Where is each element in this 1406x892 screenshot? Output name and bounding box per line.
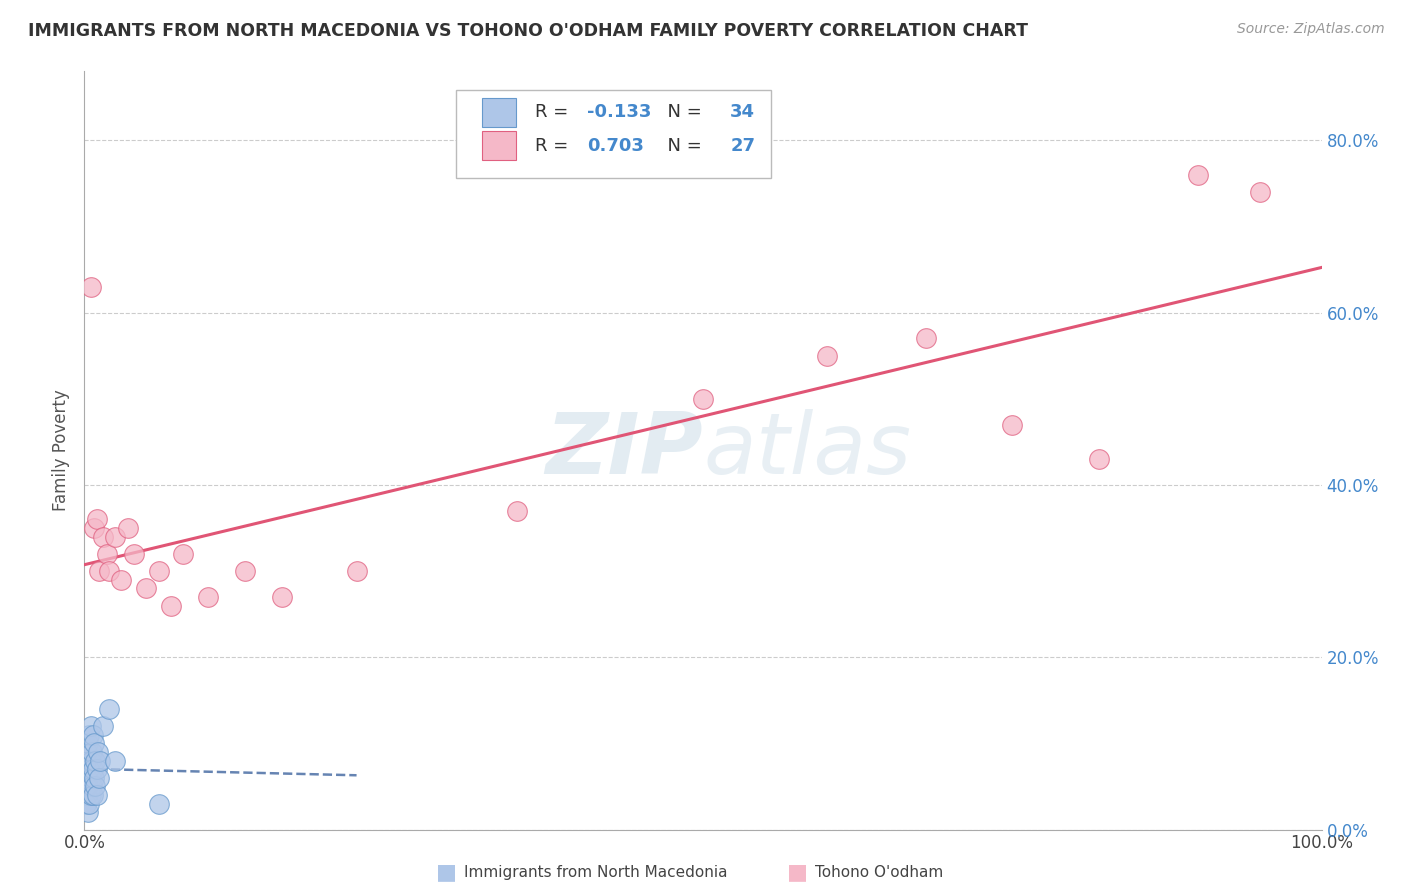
Point: [148, 564, 170, 578]
Point: [91, 530, 114, 544]
Point: [77, 736, 100, 750]
Y-axis label: Family Poverty: Family Poverty: [52, 390, 70, 511]
Point: [148, 797, 170, 811]
Point: [79, 719, 101, 733]
Point: [89, 564, 111, 578]
FancyBboxPatch shape: [481, 98, 516, 127]
Point: [86, 788, 108, 802]
Text: Source: ZipAtlas.com: Source: ZipAtlas.com: [1237, 22, 1385, 37]
Point: [82, 788, 104, 802]
Point: [79, 788, 101, 802]
FancyBboxPatch shape: [456, 90, 770, 178]
Point: [79, 762, 101, 776]
Point: [79, 771, 101, 785]
Point: [84, 780, 107, 794]
Point: [233, 564, 256, 578]
Point: [83, 771, 105, 785]
Point: [86, 512, 108, 526]
Point: [1001, 417, 1024, 432]
Point: [83, 736, 105, 750]
Point: [77, 805, 100, 820]
Point: [1249, 185, 1271, 199]
Text: ZIP: ZIP: [546, 409, 703, 492]
Point: [80, 780, 103, 794]
Point: [98, 702, 121, 716]
Text: N =: N =: [657, 136, 707, 154]
Point: [110, 573, 132, 587]
Point: [79, 797, 101, 811]
Point: [1187, 168, 1209, 182]
Point: [75, 780, 97, 794]
Text: ■: ■: [787, 863, 808, 882]
Text: 27: 27: [730, 136, 755, 154]
Point: [815, 349, 838, 363]
Point: [79, 728, 101, 742]
Point: [76, 745, 98, 759]
Text: -0.133: -0.133: [586, 103, 651, 121]
Point: [86, 762, 108, 776]
Point: [79, 279, 101, 293]
Point: [104, 530, 127, 544]
Point: [346, 564, 368, 578]
Point: [82, 762, 104, 776]
Text: IMMIGRANTS FROM NORTH MACEDONIA VS TOHONO O'ODHAM FAMILY POVERTY CORRELATION CHA: IMMIGRANTS FROM NORTH MACEDONIA VS TOHON…: [28, 22, 1028, 40]
Point: [77, 780, 100, 794]
Text: N =: N =: [657, 103, 707, 121]
Text: Tohono O'odham: Tohono O'odham: [815, 865, 943, 880]
Point: [75, 797, 97, 811]
Point: [76, 788, 98, 802]
Point: [84, 754, 107, 768]
Point: [87, 745, 110, 759]
Point: [122, 547, 145, 561]
Point: [914, 331, 936, 345]
Point: [82, 728, 104, 742]
Text: Immigrants from North Macedonia: Immigrants from North Macedonia: [464, 865, 727, 880]
Text: ■: ■: [436, 863, 457, 882]
Point: [89, 754, 111, 768]
Point: [197, 590, 219, 604]
Point: [76, 771, 98, 785]
Point: [506, 504, 529, 518]
Point: [80, 745, 103, 759]
Point: [91, 719, 114, 733]
Point: [135, 582, 157, 596]
Point: [96, 547, 118, 561]
Point: [1088, 452, 1111, 467]
Text: 0.703: 0.703: [586, 136, 644, 154]
Point: [79, 754, 101, 768]
Text: R =: R =: [534, 136, 574, 154]
Point: [104, 754, 127, 768]
Point: [83, 521, 105, 535]
Point: [89, 771, 111, 785]
Point: [692, 392, 714, 406]
Point: [160, 599, 183, 613]
Point: [271, 590, 294, 604]
Text: 34: 34: [730, 103, 755, 121]
Text: atlas: atlas: [703, 409, 911, 492]
FancyBboxPatch shape: [481, 131, 516, 160]
Text: R =: R =: [534, 103, 574, 121]
Point: [172, 547, 194, 561]
Point: [117, 521, 139, 535]
Point: [75, 754, 97, 768]
Point: [98, 564, 121, 578]
